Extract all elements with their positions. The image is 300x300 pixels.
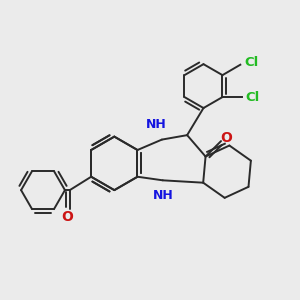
Text: Cl: Cl: [245, 91, 260, 103]
Text: NH: NH: [152, 189, 173, 202]
Text: Cl: Cl: [244, 56, 258, 69]
Text: O: O: [61, 210, 73, 224]
Text: O: O: [220, 130, 232, 145]
Text: NH: NH: [146, 118, 167, 131]
